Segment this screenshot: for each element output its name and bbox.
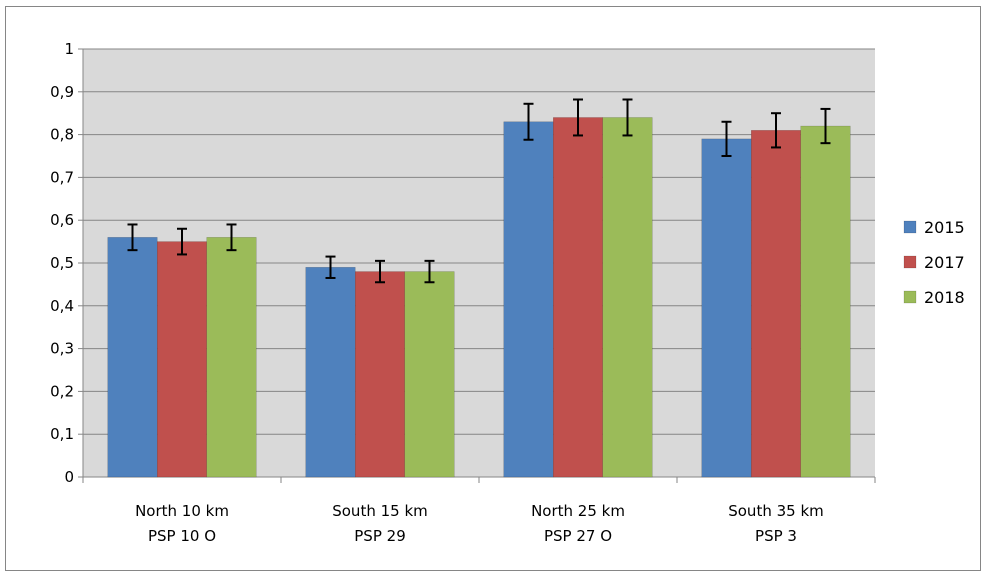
x-category-label: PSP 29 xyxy=(354,527,405,545)
bar-2015 xyxy=(701,138,752,478)
bar-2018 xyxy=(206,237,257,478)
bar-2017 xyxy=(751,130,801,478)
y-tick-label: 0,6 xyxy=(50,211,74,229)
legend-label: 2017 xyxy=(924,253,965,272)
bar-2017 xyxy=(553,117,603,478)
bar-2018 xyxy=(602,117,653,478)
x-category-label: PSP 10 O xyxy=(148,527,216,545)
y-tick-label: 0,1 xyxy=(50,425,74,443)
legend-swatch-2017 xyxy=(903,255,917,269)
x-category-label: North 10 km xyxy=(135,502,229,520)
x-category-label: South 35 km xyxy=(728,502,824,520)
y-tick-label: 1 xyxy=(64,40,74,58)
bar-2017 xyxy=(157,241,207,478)
x-category-label: PSP 27 O xyxy=(544,527,612,545)
bar-2015 xyxy=(107,237,158,478)
y-tick-label: 0,3 xyxy=(50,340,74,358)
bar-2015 xyxy=(305,267,356,478)
bar-2015 xyxy=(503,121,554,478)
x-category-label: PSP 3 xyxy=(755,527,797,545)
legend-swatch-2018 xyxy=(903,290,917,304)
bar-2018 xyxy=(800,125,851,478)
y-tick-label: 0,2 xyxy=(50,382,74,400)
y-tick-label: 0,9 xyxy=(50,83,74,101)
legend-swatch-2015 xyxy=(903,220,917,234)
y-tick-label: 0,5 xyxy=(50,254,74,272)
bar-2017 xyxy=(355,271,405,478)
x-category-label: North 25 km xyxy=(531,502,625,520)
y-tick-label: 0 xyxy=(64,468,74,486)
y-tick-label: 0,4 xyxy=(50,297,74,315)
bar-2018 xyxy=(404,271,455,478)
y-tick-label: 0,7 xyxy=(50,168,74,186)
x-category-label: South 15 km xyxy=(332,502,428,520)
legend-label: 2018 xyxy=(924,288,965,307)
y-tick-label: 0,8 xyxy=(50,126,74,144)
legend-label: 2015 xyxy=(924,218,965,237)
